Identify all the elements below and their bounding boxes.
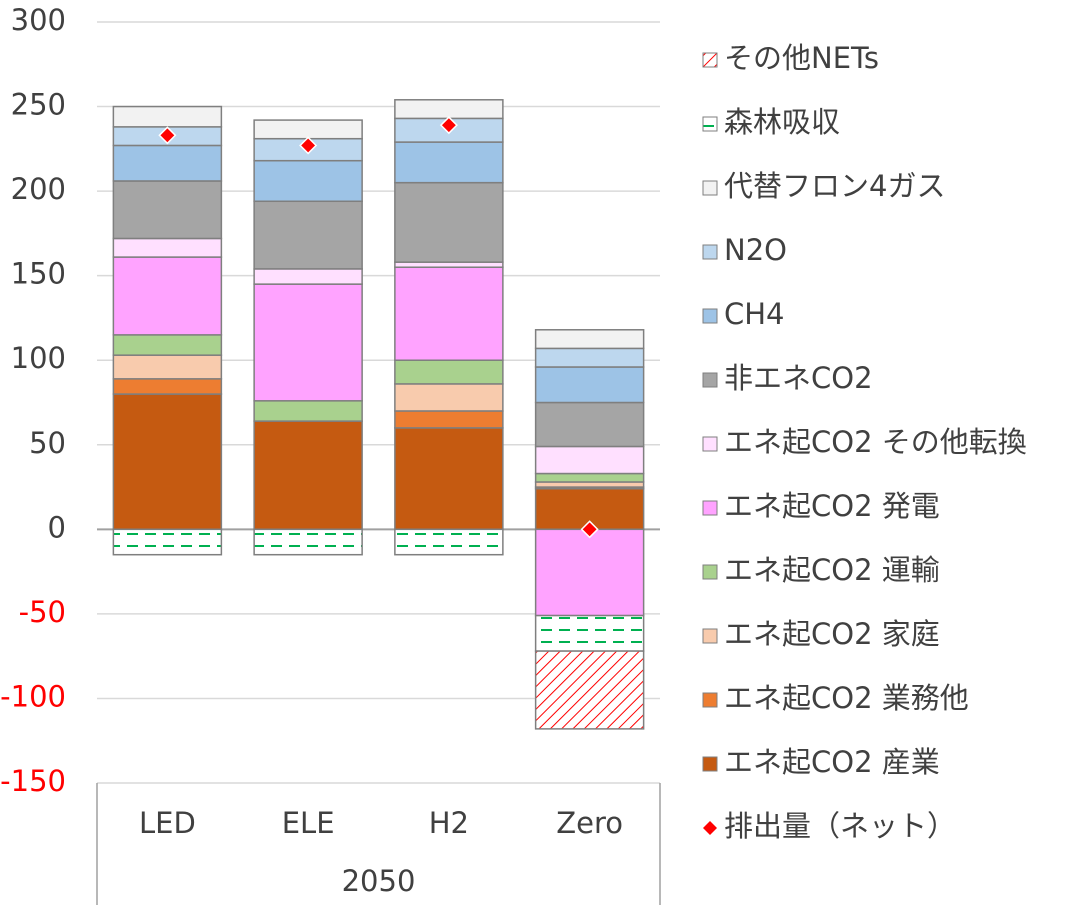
bar-segment (112, 180, 223, 240)
legend-swatch (702, 500, 718, 516)
group-label: 2050 (342, 864, 416, 898)
legend-label: エネ起CO2 産業 (724, 745, 940, 779)
y-tick-label: -150 (0, 764, 66, 798)
bar-segment (253, 159, 363, 203)
bar-segment (112, 237, 223, 258)
legend-swatch (702, 116, 718, 132)
bar-segment (253, 283, 363, 402)
bar-segment (112, 393, 223, 531)
legend-marker (703, 821, 717, 835)
legend-label: エネ起CO2 その他転換 (724, 425, 1027, 459)
legend-swatch (702, 564, 718, 580)
bar-segment (112, 354, 223, 380)
y-tick-label: 50 (29, 426, 66, 460)
bar-segment (253, 119, 363, 140)
bar-segment (394, 427, 504, 531)
legend-swatch (702, 308, 718, 324)
bar-segment (394, 359, 504, 385)
legend-label: 代替フロン4ガス (724, 169, 945, 203)
bar-segment (253, 268, 363, 285)
legend-label: 排出量（ネット） (724, 809, 956, 843)
bar-segment (253, 420, 363, 531)
bar-segment (112, 528, 223, 556)
bar-segment (534, 445, 645, 475)
legend-label: N2O (724, 233, 787, 267)
bar-segment (534, 614, 645, 652)
bar-segment (534, 329, 645, 350)
legend-label: エネ起CO2 家庭 (724, 617, 940, 651)
bar-segment (394, 266, 504, 361)
legend-swatch (702, 692, 718, 708)
x-tick-label: ELE (282, 806, 335, 840)
legend-swatch (702, 436, 718, 452)
bar-segment (394, 383, 504, 412)
legend-swatch (702, 372, 718, 388)
legend-swatch (702, 180, 718, 196)
bar-segment (534, 650, 645, 730)
bar-segment (394, 528, 504, 556)
legend-label: CH4 (724, 297, 785, 331)
legend-label: エネ起CO2 業務他 (724, 681, 969, 715)
x-tick-label: LED (139, 806, 196, 840)
net-marker (580, 520, 599, 539)
bar-segment (534, 472, 645, 483)
x-tick-label: H2 (429, 806, 469, 840)
legend-swatch (702, 244, 718, 260)
y-tick-label: 200 (11, 172, 66, 206)
y-tick-label: 150 (11, 257, 66, 291)
y-tick-label: -50 (19, 595, 66, 629)
y-tick-label: 0 (48, 510, 66, 544)
bar-segment (253, 528, 363, 556)
legend-label: 非エネCO2 (724, 361, 873, 395)
bar-segment (534, 481, 645, 488)
bar-segment (112, 378, 223, 395)
legend-swatch (702, 756, 718, 772)
net-marker (299, 136, 318, 155)
bar-segment (534, 401, 645, 448)
bar-segment (394, 141, 504, 184)
legend-label: 森林吸収 (724, 105, 840, 139)
bar-segment (534, 347, 645, 368)
legend-label: その他NETs (724, 41, 879, 75)
x-tick-label: Zero (556, 806, 623, 840)
legend-label: エネ起CO2 発電 (724, 489, 940, 523)
bar-segment (253, 400, 363, 422)
legend-swatch (702, 52, 718, 68)
legend-label: エネ起CO2 運輸 (724, 553, 940, 587)
bar-segment (394, 261, 504, 268)
bar-segment (534, 366, 645, 404)
y-tick-label: -100 (0, 679, 66, 713)
legend-swatch (702, 628, 718, 644)
bar-segment (112, 256, 223, 336)
bar-segment (394, 99, 504, 120)
bar-segment (394, 181, 504, 263)
bar-segment (534, 528, 645, 617)
y-tick-label: 100 (11, 341, 66, 375)
net-marker (158, 126, 177, 145)
y-tick-label: 300 (11, 3, 66, 37)
bar-segment (394, 410, 504, 429)
bar-segment (112, 144, 223, 182)
bar-segment (253, 200, 363, 270)
bar-segment (112, 334, 223, 356)
net-marker (439, 116, 458, 135)
bar-segment (112, 105, 223, 128)
y-tick-label: 250 (11, 88, 66, 122)
